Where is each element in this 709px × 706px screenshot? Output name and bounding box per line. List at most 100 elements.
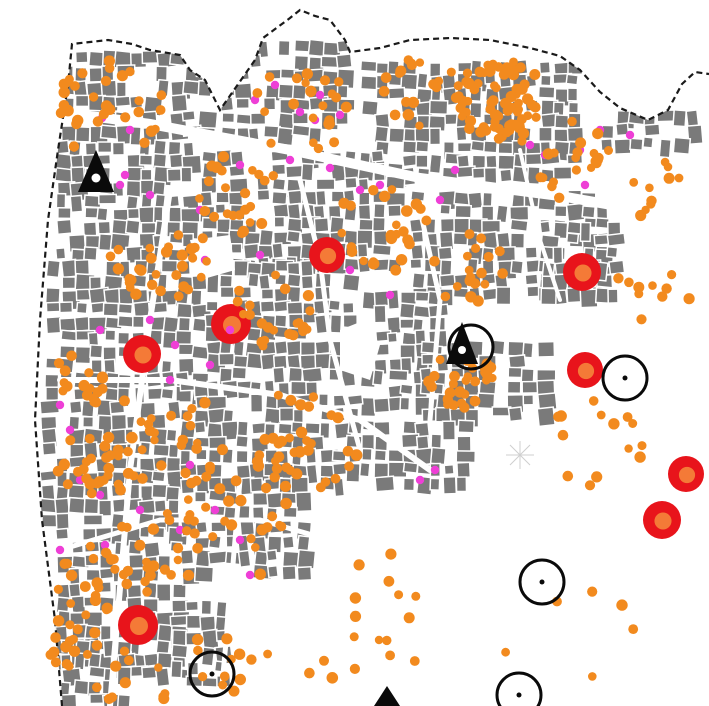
event-point — [475, 126, 487, 138]
building — [140, 221, 157, 235]
event-point — [554, 192, 565, 203]
event-point — [588, 672, 597, 681]
event-point — [294, 446, 306, 458]
event-point — [385, 650, 395, 661]
event-point — [217, 151, 230, 163]
building — [82, 415, 95, 428]
event-point-secondary — [115, 180, 125, 190]
event-point — [280, 497, 292, 510]
event-point — [86, 488, 97, 499]
building — [170, 93, 189, 113]
event-point — [176, 249, 188, 261]
event-point — [319, 75, 331, 86]
event-point — [302, 436, 312, 446]
event-point — [494, 111, 504, 121]
building — [522, 394, 535, 406]
building — [218, 96, 235, 113]
building — [200, 599, 213, 616]
hotspot — [567, 352, 603, 388]
event-point — [476, 267, 487, 279]
building — [409, 258, 423, 270]
building — [58, 301, 74, 314]
building — [74, 50, 89, 64]
building — [315, 189, 327, 207]
building — [166, 168, 182, 183]
building — [97, 141, 113, 154]
building — [371, 243, 393, 257]
event-point-secondary — [430, 465, 440, 475]
building — [439, 203, 452, 216]
event-point — [136, 417, 146, 427]
event-point — [197, 233, 208, 244]
building — [370, 149, 385, 163]
building — [441, 420, 457, 441]
event-point — [575, 137, 587, 149]
event-point — [663, 172, 675, 184]
building — [372, 369, 385, 387]
building — [170, 643, 189, 659]
event-point-secondary — [210, 505, 220, 515]
building — [605, 245, 619, 259]
event-point — [279, 480, 292, 492]
event-point — [288, 330, 299, 341]
event-point — [567, 116, 577, 127]
event-point — [660, 157, 670, 167]
event-point — [88, 553, 99, 564]
building — [98, 499, 113, 517]
event-point — [193, 438, 202, 448]
event-point — [122, 522, 132, 533]
building — [200, 646, 216, 667]
event-point — [505, 119, 518, 131]
event-point — [334, 77, 344, 87]
building — [189, 288, 203, 307]
event-point — [648, 281, 657, 290]
event-point — [387, 185, 397, 194]
event-point — [634, 289, 644, 299]
ring-marker — [518, 558, 566, 606]
building — [153, 499, 168, 513]
building — [442, 475, 458, 495]
event-point — [91, 640, 103, 651]
street — [107, 187, 173, 706]
event-point — [203, 176, 214, 187]
building — [218, 352, 235, 366]
building — [539, 74, 552, 87]
event-point-secondary — [225, 325, 235, 335]
event-point — [68, 634, 78, 644]
event-point — [269, 472, 280, 483]
building — [201, 150, 218, 164]
event-point — [471, 243, 481, 253]
building — [415, 154, 429, 169]
event-point — [279, 283, 291, 295]
event-point-secondary — [120, 170, 130, 180]
event-point — [481, 369, 493, 380]
building — [54, 497, 71, 516]
building — [315, 178, 336, 191]
event-point-secondary — [335, 110, 345, 120]
event-point — [264, 72, 275, 82]
building — [277, 39, 291, 57]
event-point — [423, 375, 435, 388]
event-point — [301, 68, 313, 80]
building — [235, 97, 250, 110]
building — [235, 42, 248, 57]
building — [521, 341, 535, 359]
event-point — [304, 667, 315, 679]
building — [566, 87, 579, 102]
event-point — [142, 587, 152, 597]
event-point — [133, 106, 145, 118]
building — [642, 136, 654, 149]
event-point — [164, 515, 175, 525]
event-point — [99, 440, 111, 452]
event-point — [237, 228, 247, 239]
event-point — [415, 58, 425, 67]
event-point — [228, 210, 238, 221]
building — [97, 220, 112, 235]
event-point — [66, 599, 76, 608]
event-point-secondary — [245, 570, 255, 580]
event-point — [315, 482, 326, 493]
building — [607, 288, 619, 304]
event-point — [123, 655, 134, 666]
event-point-secondary — [125, 125, 135, 135]
event-point — [683, 293, 695, 305]
